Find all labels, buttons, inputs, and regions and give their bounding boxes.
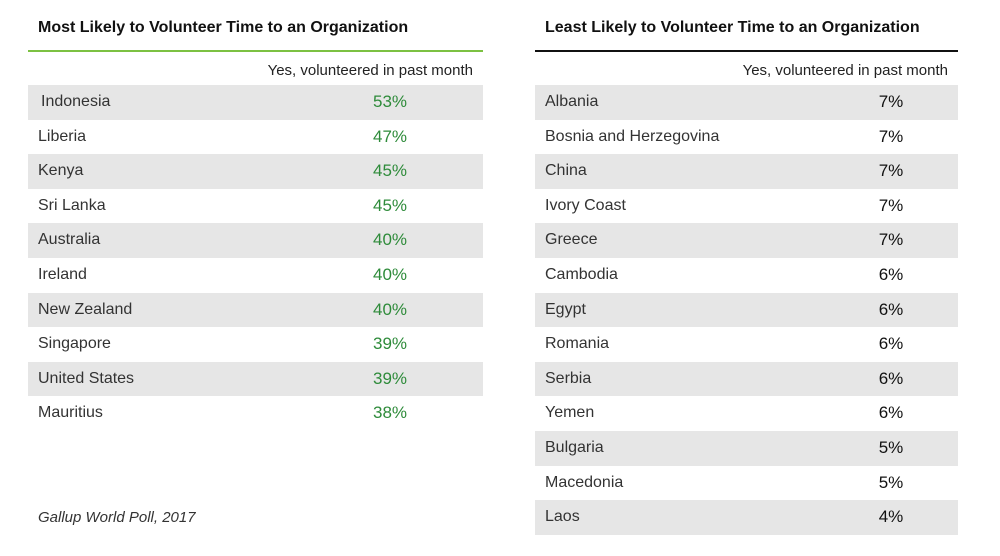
country-name: Serbia bbox=[545, 369, 592, 387]
country-name: Australia bbox=[38, 231, 101, 249]
table-row: Singapore 39% bbox=[28, 327, 483, 362]
country-name: Indonesia bbox=[41, 93, 111, 110]
volunteer-percentage: 53% bbox=[372, 92, 408, 111]
country-name: New Zealand bbox=[38, 300, 133, 318]
volunteer-percentage: 40% bbox=[372, 230, 408, 250]
table-row: Macedonia 5% bbox=[535, 466, 958, 501]
volunteer-percentage: 5% bbox=[878, 472, 904, 492]
least-likely-rows: Albania 7% Bosnia and Herzegovina 7% China 7%… bbox=[535, 85, 958, 535]
volunteer-percentage: 39% bbox=[372, 368, 408, 388]
table-row: Bosnia and Herzegovina 7% bbox=[535, 120, 958, 155]
table-row: China 7% bbox=[535, 154, 958, 189]
country-name: Bosnia and Herzegovina bbox=[545, 127, 720, 145]
most-likely-column-header: Yes, volunteered in past month bbox=[267, 62, 473, 79]
country-name: Bulgaria bbox=[545, 438, 604, 456]
volunteer-percentage: 45% bbox=[372, 195, 408, 215]
most-likely-rows: Indonesia 53% Liberia 47% Kenya 45% Sri Lanka 4… bbox=[28, 85, 483, 431]
table-row: Albania 7% bbox=[535, 85, 958, 120]
volunteer-percentage: 7% bbox=[878, 126, 904, 146]
country-name: Yemen bbox=[545, 404, 595, 422]
table-row: Laos 4% bbox=[535, 500, 958, 535]
table-row: Australia 40% bbox=[28, 223, 483, 258]
table-row: Cambodia 6% bbox=[535, 258, 958, 293]
volunteer-percentage: 6% bbox=[878, 264, 904, 284]
table-row: Sri Lanka 45% bbox=[28, 189, 483, 224]
table-row: Greece 7% bbox=[535, 223, 958, 258]
volunteer-percentage: 45% bbox=[372, 161, 408, 181]
country-name: Greece bbox=[545, 231, 598, 249]
country-name: Cambodia bbox=[545, 265, 618, 283]
volunteer-percentage: 40% bbox=[372, 299, 408, 319]
country-name: Laos bbox=[545, 508, 580, 526]
volunteer-percentage: 5% bbox=[878, 437, 904, 457]
least-likely-column-header: Yes, volunteered in past month bbox=[742, 62, 948, 79]
volunteer-percentage: 40% bbox=[372, 264, 408, 284]
volunteer-percentage: 6% bbox=[878, 403, 904, 423]
table-row: Yemen 6% bbox=[535, 396, 958, 431]
country-name: Egypt bbox=[545, 300, 586, 318]
country-name: China bbox=[545, 162, 587, 180]
source-note: Gallup World Poll, 2017 bbox=[38, 509, 196, 526]
least-likely-title-rule bbox=[535, 50, 958, 52]
most-likely-title-rule bbox=[28, 50, 483, 52]
country-name: Albania bbox=[545, 93, 599, 110]
most-likely-title: Most Likely to Volunteer Time to an Orga… bbox=[38, 19, 409, 36]
volunteer-percentage: 6% bbox=[878, 368, 904, 388]
volunteer-percentage: 4% bbox=[878, 507, 904, 527]
country-name: Romania bbox=[545, 335, 610, 353]
volunteer-percentage: 7% bbox=[878, 92, 904, 111]
volunteer-percentage: 7% bbox=[878, 195, 904, 215]
country-name: Ivory Coast bbox=[545, 196, 626, 214]
table-row: Ivory Coast 7% bbox=[535, 189, 958, 224]
table-row: Liberia 47% bbox=[28, 120, 483, 155]
volunteer-percentage: 47% bbox=[372, 126, 408, 146]
volunteer-percentage: 38% bbox=[372, 403, 408, 423]
table-row: Serbia 6% bbox=[535, 361, 958, 397]
table-row: United States 39% bbox=[28, 361, 483, 397]
table-row: Indonesia 53% bbox=[28, 85, 483, 120]
volunteer-percentage: 7% bbox=[878, 161, 904, 181]
country-name: United States bbox=[38, 369, 135, 387]
table-row: Mauritius 38% bbox=[28, 396, 483, 431]
volunteer-percentage: 7% bbox=[878, 230, 904, 250]
table-row: Bulgaria 5% bbox=[535, 430, 958, 466]
volunteer-percentage: 6% bbox=[878, 299, 904, 319]
country-name: Liberia bbox=[38, 127, 87, 145]
country-name: Singapore bbox=[38, 335, 111, 353]
country-name: Kenya bbox=[38, 162, 84, 180]
volunteer-percentage: 6% bbox=[878, 334, 904, 354]
least-likely-title: Least Likely to Volunteer Time to an Org… bbox=[545, 19, 920, 36]
country-name: Sri Lanka bbox=[38, 196, 106, 214]
table-row: Ireland 40% bbox=[28, 258, 483, 293]
table-row: Romania 6% bbox=[535, 327, 958, 362]
country-name: Ireland bbox=[38, 265, 87, 283]
country-name: Macedonia bbox=[545, 473, 624, 491]
volunteer-percentage: 39% bbox=[372, 334, 408, 354]
country-name: Mauritius bbox=[38, 404, 103, 422]
table-row: New Zealand 40% bbox=[28, 292, 483, 328]
table-row: Egypt 6% bbox=[535, 292, 958, 328]
table-row: Kenya 45% bbox=[28, 154, 483, 189]
